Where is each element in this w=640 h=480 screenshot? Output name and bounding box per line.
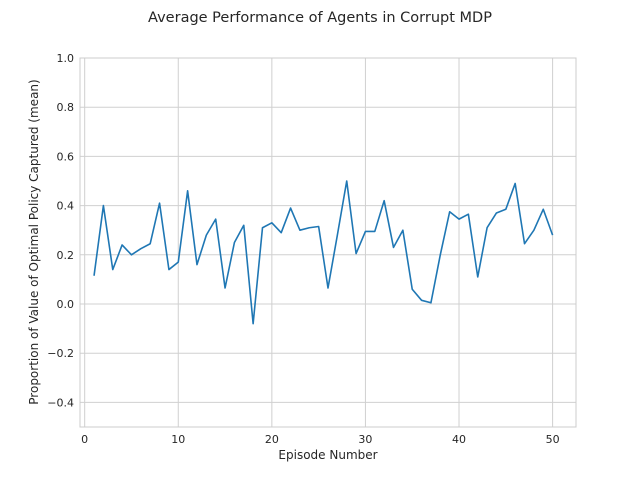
y-tick-label: 1.0: [57, 52, 75, 65]
plot-background: [80, 58, 576, 427]
y-axis-label: Proportion of Value of Optimal Policy Ca…: [27, 79, 41, 404]
y-tick-labels: −0.4 −0.2 0.0 0.2 0.4 0.6 0.8 1.0: [47, 52, 74, 409]
chart-title: Average Performance of Agents in Corrupt…: [148, 10, 492, 26]
y-tick-label: −0.2: [47, 347, 74, 360]
series-line: [93, 180, 554, 325]
x-tick-label: 50: [546, 433, 560, 446]
y-tick-label: 0.4: [57, 200, 75, 213]
x-tick-label: 0: [81, 433, 88, 446]
plot-frame: [79, 57, 577, 428]
y-tick-label: 0.2: [57, 249, 75, 262]
x-tick-labels: 0 10 20 30 40 50: [81, 433, 559, 446]
x-tick-label: 10: [171, 433, 185, 446]
y-tick-label: 0.0: [57, 298, 75, 311]
series-group: [93, 180, 554, 325]
x-axis-label: Episode Number: [278, 448, 377, 462]
x-tick-label: 40: [452, 433, 466, 446]
y-tick-label: 0.8: [57, 101, 75, 114]
y-tick-label: −0.4: [47, 396, 74, 409]
y-tick-label: 0.6: [57, 150, 75, 163]
x-tick-label: 30: [358, 433, 372, 446]
x-tick-label: 20: [265, 433, 279, 446]
